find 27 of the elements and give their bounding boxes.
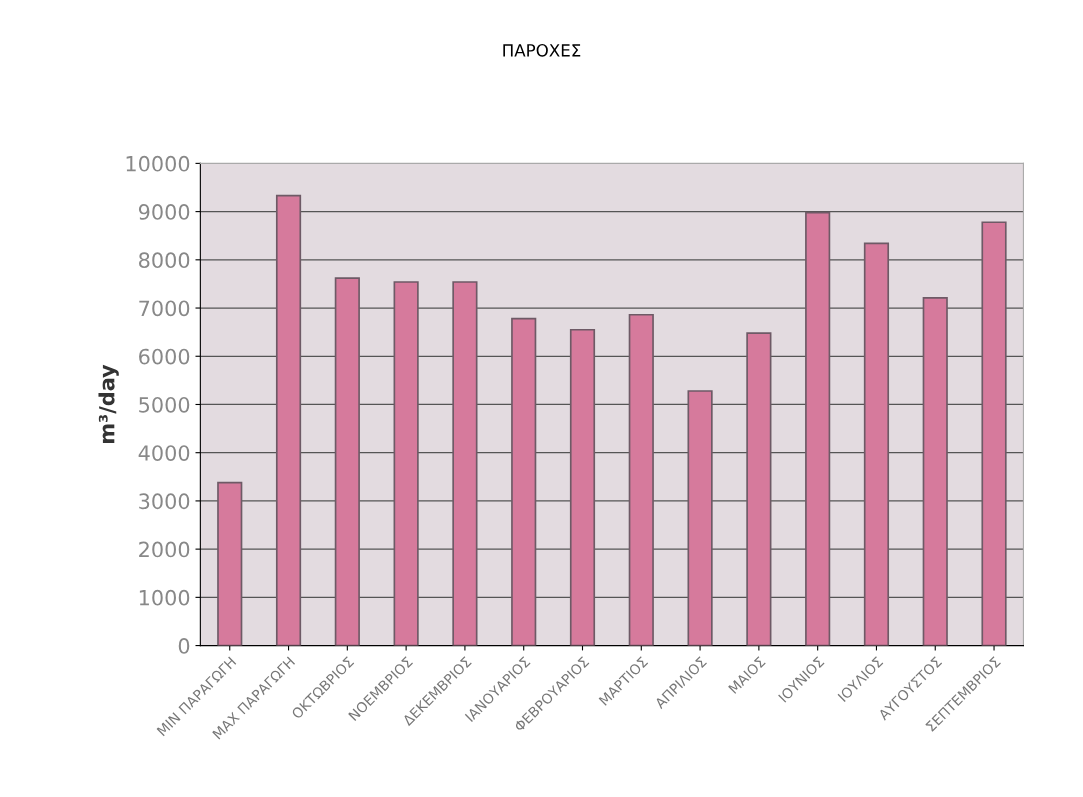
bar [393, 281, 419, 646]
bar [628, 313, 654, 646]
y-tick-label: 5000 [139, 396, 190, 413]
y-tick-label: 4000 [138, 445, 190, 461]
y-tick-label: 2000 [139, 541, 190, 558]
y-tick-label: 9000 [138, 204, 190, 220]
y-axis-title: m³/day [98, 364, 119, 443]
bar [217, 481, 243, 646]
y-tick-label: 0 [178, 638, 190, 654]
bar [687, 390, 713, 646]
y-tick-label: 6000 [139, 348, 190, 365]
y-tick-label: 10000 [126, 155, 190, 172]
bar [746, 332, 772, 646]
y-tick-label: 8000 [139, 252, 190, 269]
y-tick-label: 3000 [139, 493, 190, 510]
bar [511, 317, 537, 646]
bar [863, 242, 890, 646]
bar [805, 211, 831, 646]
bar [452, 281, 478, 646]
bar [569, 328, 596, 646]
chart-title: ΠΑΡΟΧΕΣ [503, 44, 581, 57]
y-tick-label: 1000 [139, 589, 190, 606]
y-tick-label: 7000 [139, 300, 190, 317]
bar [922, 297, 948, 646]
bar [334, 277, 360, 646]
bar [981, 221, 1007, 646]
bar [275, 194, 302, 646]
